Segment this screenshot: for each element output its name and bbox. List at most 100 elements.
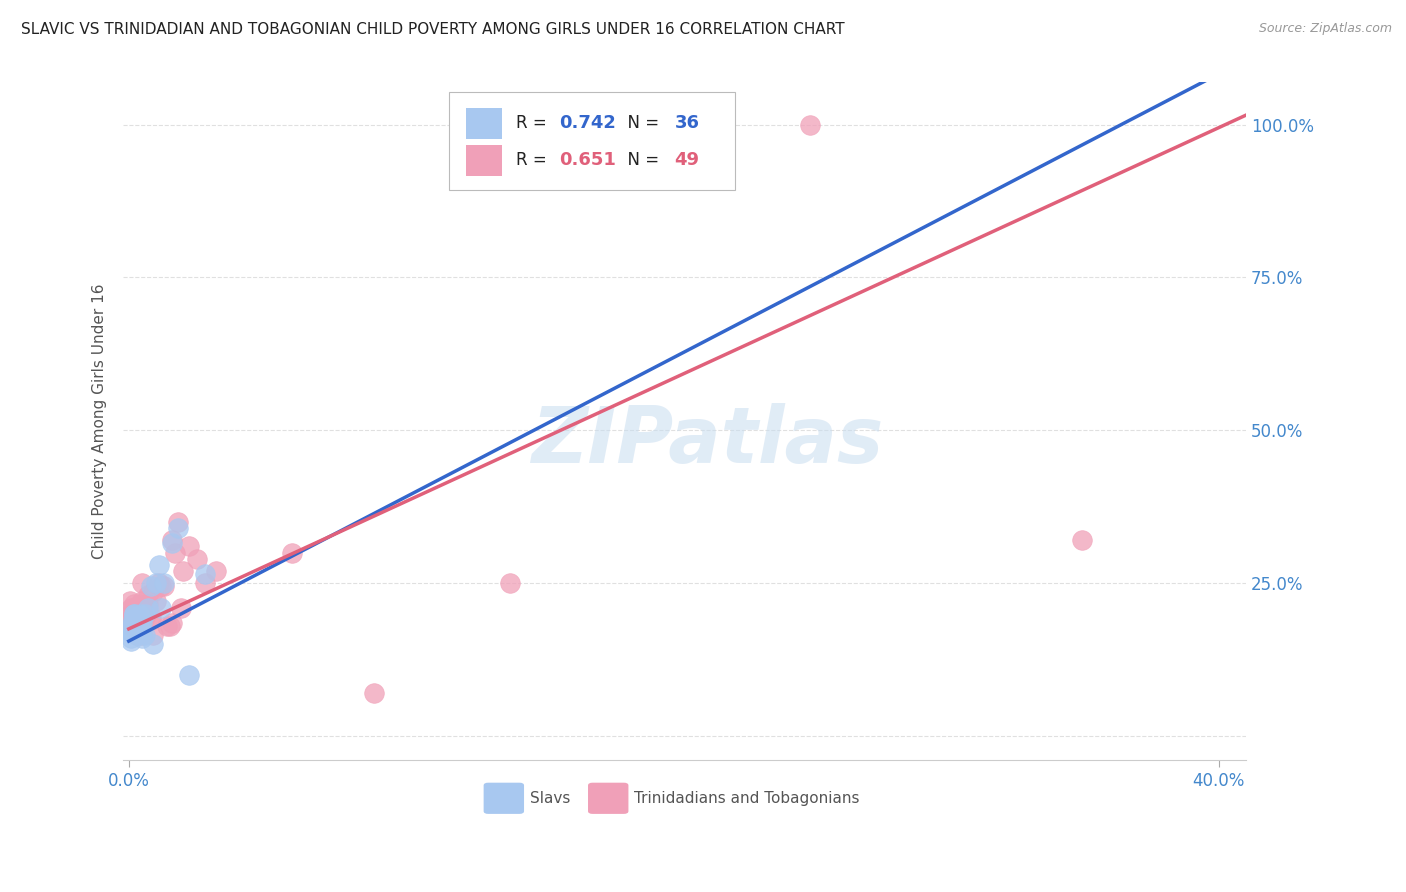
Point xyxy=(156,619,179,633)
Point xyxy=(131,624,153,639)
FancyBboxPatch shape xyxy=(449,92,735,191)
Point xyxy=(128,622,150,636)
Point xyxy=(121,631,143,645)
Text: 36: 36 xyxy=(675,114,699,132)
Point xyxy=(177,667,200,681)
Point xyxy=(120,594,142,608)
Point xyxy=(131,628,153,642)
Point xyxy=(134,607,156,621)
Point xyxy=(150,600,173,615)
Point xyxy=(134,607,156,621)
Point xyxy=(153,579,176,593)
Point xyxy=(122,615,145,630)
Point xyxy=(128,628,150,642)
Point xyxy=(162,615,184,630)
Point xyxy=(122,609,145,624)
Text: N =: N = xyxy=(617,151,665,169)
Text: 0.651: 0.651 xyxy=(558,151,616,169)
Point xyxy=(166,521,188,535)
Point xyxy=(131,594,153,608)
Point xyxy=(166,515,188,529)
Point xyxy=(121,607,143,621)
Point xyxy=(121,600,143,615)
Text: Source: ZipAtlas.com: Source: ZipAtlas.com xyxy=(1258,22,1392,36)
Text: Slavs: Slavs xyxy=(530,791,569,805)
Point xyxy=(145,594,167,608)
Point xyxy=(145,576,167,591)
Point xyxy=(142,637,165,651)
Point xyxy=(122,607,145,621)
Y-axis label: Child Poverty Among Girls Under 16: Child Poverty Among Girls Under 16 xyxy=(93,284,107,559)
Point xyxy=(125,619,148,633)
Point xyxy=(122,603,145,617)
Point xyxy=(281,545,304,559)
Point xyxy=(121,619,143,633)
Point xyxy=(122,609,145,624)
Point xyxy=(162,536,184,550)
Point xyxy=(131,615,153,630)
Text: 49: 49 xyxy=(675,151,699,169)
Point xyxy=(121,634,143,648)
Point xyxy=(150,579,173,593)
Point xyxy=(121,615,143,630)
Point xyxy=(162,533,184,548)
FancyBboxPatch shape xyxy=(484,782,524,814)
Point xyxy=(205,564,228,578)
Point xyxy=(165,545,187,559)
Text: 0.742: 0.742 xyxy=(558,114,616,132)
Point xyxy=(125,609,148,624)
Point xyxy=(125,628,148,642)
Point xyxy=(125,622,148,636)
FancyBboxPatch shape xyxy=(465,108,502,139)
Point xyxy=(194,566,217,581)
Point xyxy=(125,628,148,642)
Point xyxy=(131,576,153,591)
Point xyxy=(122,622,145,636)
Point xyxy=(122,607,145,621)
Point xyxy=(121,622,143,636)
Point xyxy=(172,564,194,578)
Point xyxy=(122,600,145,615)
Point xyxy=(148,576,170,591)
Point xyxy=(159,619,181,633)
Text: Trinidadians and Tobagonians: Trinidadians and Tobagonians xyxy=(634,791,859,805)
Point xyxy=(153,576,176,591)
Point xyxy=(186,551,208,566)
Point xyxy=(169,600,191,615)
Point xyxy=(121,619,143,633)
Text: SLAVIC VS TRINIDADIAN AND TOBAGONIAN CHILD POVERTY AMONG GIRLS UNDER 16 CORRELAT: SLAVIC VS TRINIDADIAN AND TOBAGONIAN CHI… xyxy=(21,22,845,37)
Point xyxy=(139,579,162,593)
Point xyxy=(139,609,162,624)
Point xyxy=(799,118,821,132)
Point xyxy=(121,607,143,621)
Point xyxy=(134,609,156,624)
Point xyxy=(121,624,143,639)
Point xyxy=(131,631,153,645)
Point xyxy=(121,613,143,627)
Point xyxy=(134,628,156,642)
Point xyxy=(128,607,150,621)
Point xyxy=(122,598,145,612)
Point xyxy=(363,686,385,700)
Text: N =: N = xyxy=(617,114,665,132)
Point xyxy=(136,588,159,602)
Text: ZIPatlas: ZIPatlas xyxy=(531,403,883,480)
Point xyxy=(128,615,150,630)
Point xyxy=(499,576,522,591)
Point xyxy=(177,540,200,554)
Point xyxy=(142,628,165,642)
Point xyxy=(148,558,170,572)
Point xyxy=(194,576,217,591)
Point xyxy=(1071,533,1094,548)
Point xyxy=(121,615,143,630)
Point xyxy=(121,613,143,627)
Point xyxy=(128,607,150,621)
FancyBboxPatch shape xyxy=(588,782,628,814)
Point xyxy=(136,598,159,612)
Point xyxy=(142,585,165,599)
Text: R =: R = xyxy=(516,114,553,132)
Point xyxy=(128,598,150,612)
Point xyxy=(139,613,162,627)
FancyBboxPatch shape xyxy=(465,145,502,176)
Point xyxy=(125,613,148,627)
